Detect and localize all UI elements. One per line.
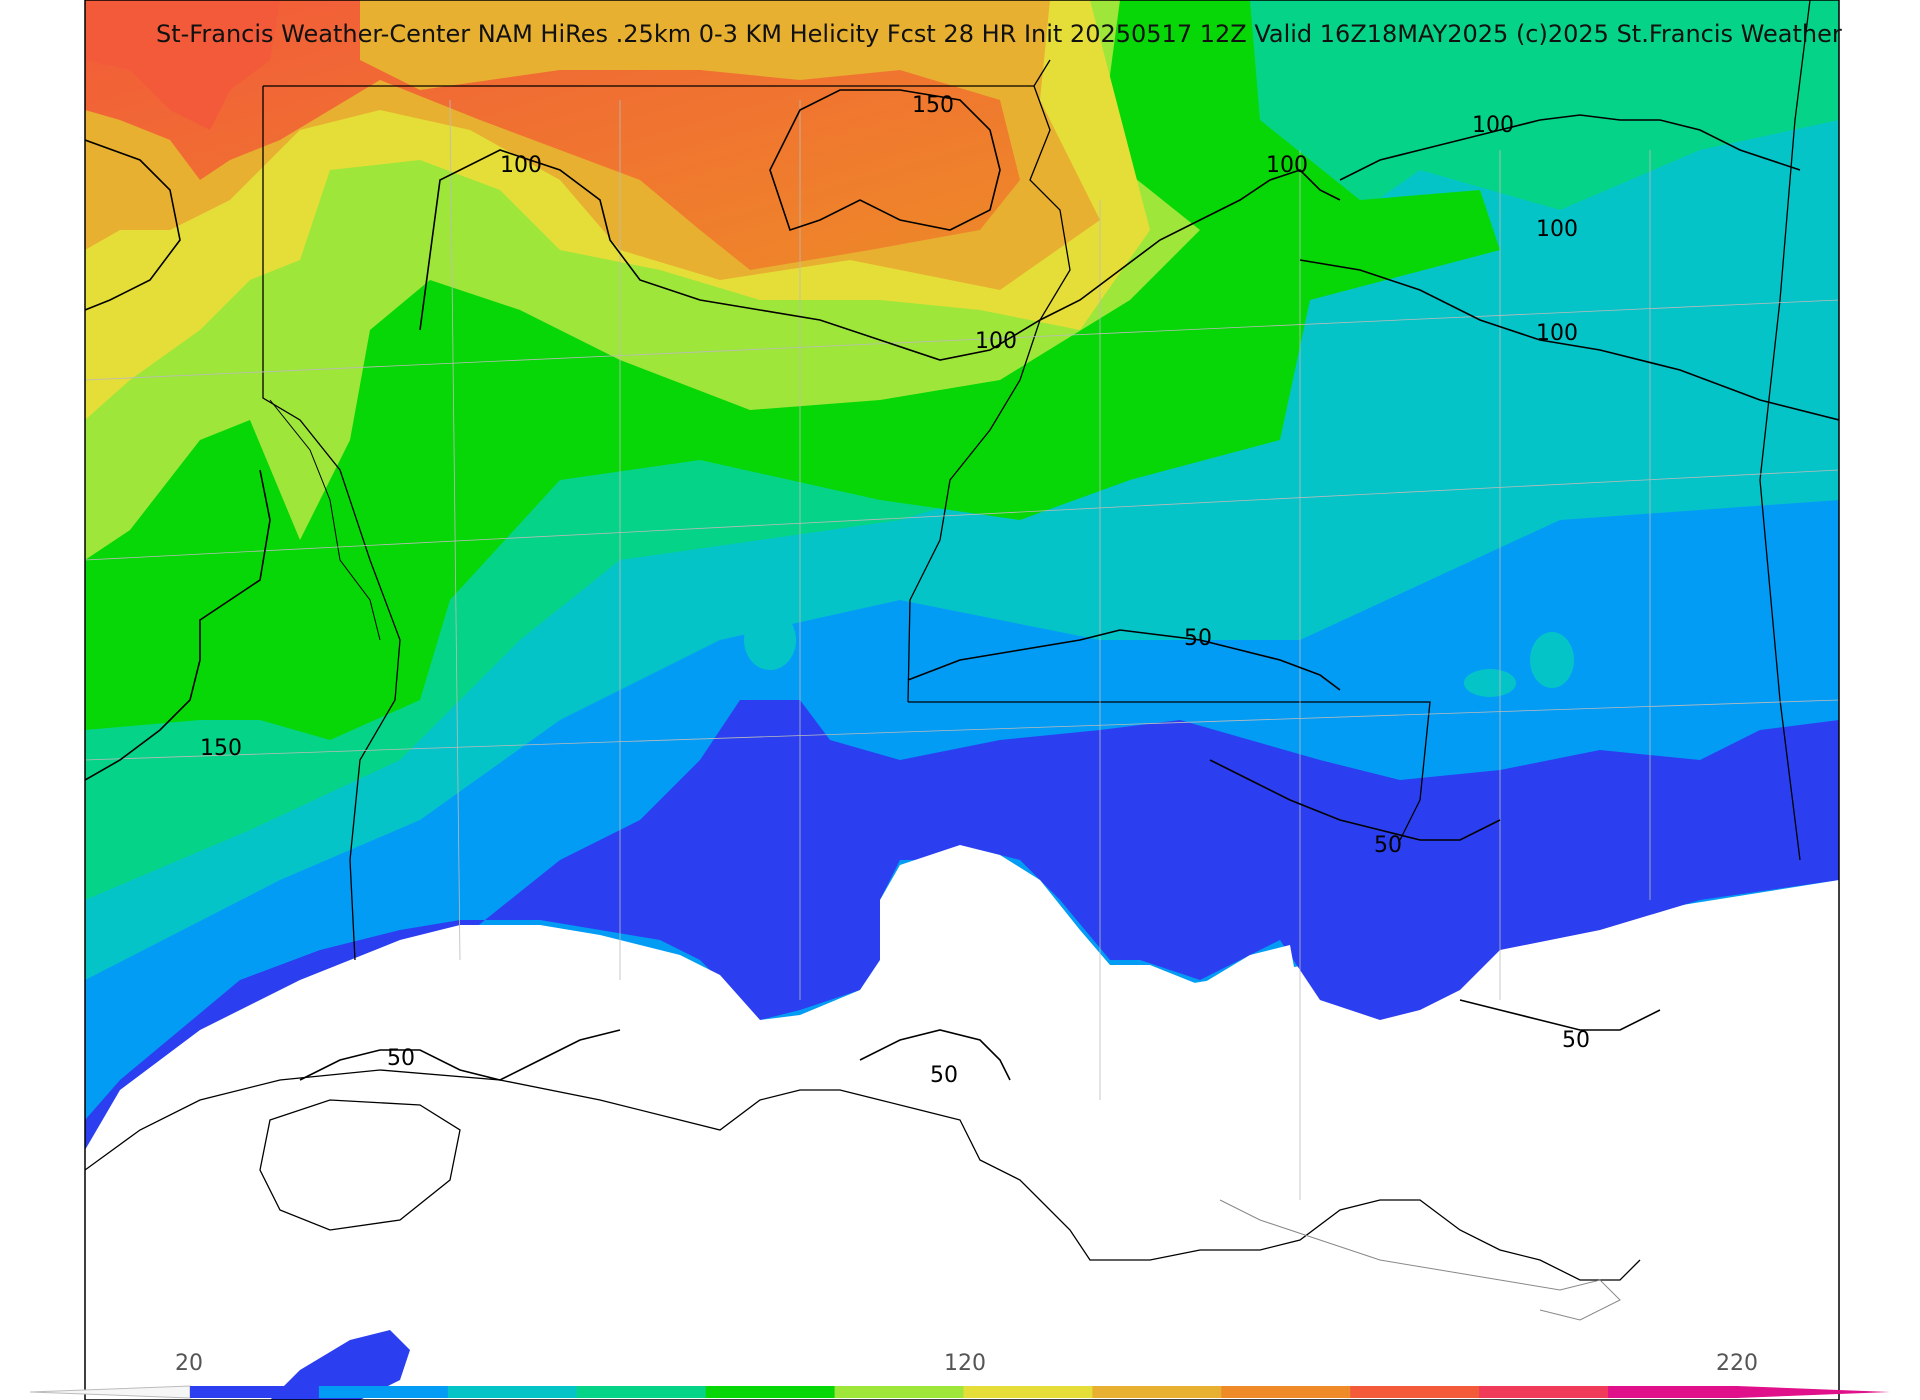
contour-150-west bbox=[85, 139, 181, 311]
colorbar-segment bbox=[190, 1386, 320, 1398]
band-orange bbox=[85, 0, 1020, 270]
contour-100-e bbox=[1299, 259, 1839, 421]
contour-50-coast-e bbox=[1459, 999, 1661, 1031]
colorbar-segment bbox=[576, 1386, 707, 1398]
colorbar-segment bbox=[834, 1386, 964, 1398]
band-red bbox=[85, 0, 280, 130]
state-line-4 bbox=[907, 85, 1071, 703]
colorbar-segment bbox=[1350, 1386, 1480, 1398]
contour-50-coast-w bbox=[299, 1029, 621, 1081]
contour-label: 100 bbox=[1266, 153, 1308, 178]
contour-50-se bbox=[1209, 759, 1501, 841]
contour-label: 50 bbox=[1184, 626, 1212, 651]
colorbar-segment bbox=[447, 1386, 578, 1398]
contour-50-coast-c bbox=[859, 1029, 1011, 1081]
contour-label: 150 bbox=[912, 93, 954, 118]
helicity-field bbox=[85, 0, 1839, 1400]
colorbar-segment bbox=[1092, 1386, 1222, 1398]
coastline bbox=[85, 1069, 1641, 1281]
colorbar-segment bbox=[1608, 1386, 1738, 1398]
map-frame bbox=[84, 0, 1840, 1400]
contour-50-mid bbox=[907, 629, 1341, 691]
blob-cyan-1 bbox=[1464, 669, 1516, 697]
colorbar-right-arrow bbox=[1737, 1386, 1890, 1398]
delta bbox=[1219, 1199, 1621, 1321]
map-title: St-Francis Weather-Center NAM HiRes .25k… bbox=[156, 20, 1842, 48]
contour-label: 100 bbox=[1472, 113, 1514, 138]
contour-label: 50 bbox=[387, 1046, 415, 1071]
colorbar: 20 120 220 bbox=[29, 1351, 1890, 1399]
colorbar-segments bbox=[190, 1386, 1738, 1398]
contour-label: 50 bbox=[1562, 1028, 1590, 1053]
contour-label: 100 bbox=[1536, 217, 1578, 242]
colorbar-segment bbox=[318, 1386, 449, 1398]
colorbar-segment bbox=[1221, 1386, 1351, 1398]
colorbar-tick-label: 120 bbox=[944, 1351, 986, 1376]
contour-label: 150 bbox=[200, 736, 242, 761]
contours bbox=[85, 89, 1839, 1081]
contour-100-ne bbox=[1339, 114, 1801, 181]
river-1 bbox=[269, 399, 381, 641]
state-line-2 bbox=[262, 86, 401, 961]
blob-sky-1 bbox=[744, 610, 796, 670]
blob-blue bbox=[270, 1330, 410, 1400]
colorbar-segment bbox=[963, 1386, 1093, 1398]
contour-100-north bbox=[419, 149, 1341, 361]
contour-label: 100 bbox=[500, 153, 542, 178]
contour-label: 50 bbox=[1374, 833, 1402, 858]
boundaries bbox=[85, 0, 1839, 1321]
state-line-3 bbox=[908, 701, 1431, 841]
contour-label: 100 bbox=[975, 329, 1017, 354]
state-line-5 bbox=[1759, 0, 1811, 861]
colorbar-tick-label: 20 bbox=[175, 1351, 203, 1376]
contour-150-sw bbox=[85, 469, 271, 781]
lake bbox=[259, 1099, 461, 1231]
colorbar-segment bbox=[1479, 1386, 1609, 1398]
blob-cyan-2 bbox=[1530, 632, 1574, 688]
contour-label: 50 bbox=[930, 1063, 958, 1088]
band-blue bbox=[85, 700, 1839, 1150]
contour-150-north bbox=[769, 89, 1001, 232]
region-low bbox=[85, 845, 1839, 1400]
contour-label: 100 bbox=[1536, 321, 1578, 346]
colorbar-segment bbox=[705, 1386, 836, 1398]
contour-labels: 150 100 100 100 100 100 100 150 50 50 50… bbox=[200, 93, 1590, 1088]
county-lines bbox=[85, 99, 1839, 1200]
colorbar-tick-label: 220 bbox=[1716, 1351, 1758, 1376]
